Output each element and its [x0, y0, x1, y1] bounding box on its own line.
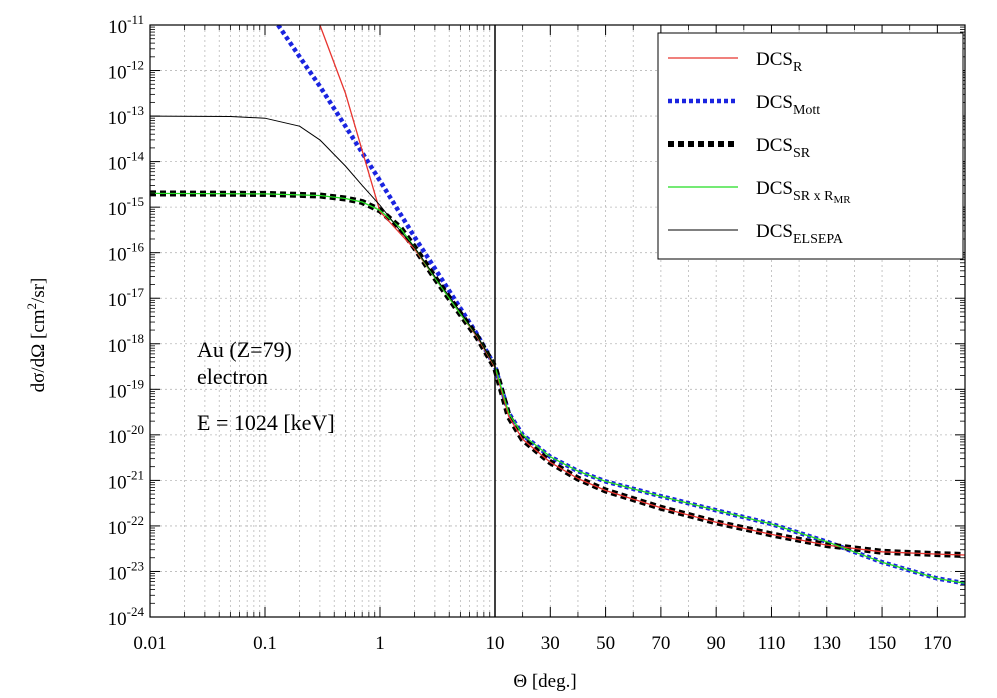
- y-axis-label-main: dσ/dΩ [cm: [28, 309, 49, 392]
- y-tick-label-exponent: -16: [127, 240, 145, 255]
- y-tick-label: 10-13: [108, 103, 144, 129]
- plot-frame: [149, 24, 966, 618]
- legend-label-sub: SR x R: [793, 189, 834, 204]
- series-line-dcs-r: [319, 25, 965, 556]
- x-tick-label: 10: [486, 633, 505, 654]
- axes: [149, 24, 966, 618]
- y-axis-label-end: /sr]: [28, 278, 49, 303]
- annotation-element: Au (Z=79): [197, 337, 292, 362]
- x-tick-label: 50: [596, 633, 615, 654]
- legend-label-main: DCS: [756, 92, 793, 113]
- legend-label-main: DCS: [756, 178, 793, 199]
- y-tick-label-exponent: -17: [127, 285, 145, 300]
- y-tick-label: 10-19: [108, 376, 144, 402]
- legend-label: DCSMott: [756, 92, 820, 118]
- y-tick-label-exponent: -23: [127, 558, 144, 573]
- legend-label-sub: Mott: [793, 103, 820, 118]
- y-tick-label-base: 10: [108, 290, 127, 311]
- y-tick-labels: 10-2410-2310-2210-2110-2010-1910-1810-17…: [108, 12, 145, 630]
- y-tick-label: 10-16: [108, 240, 145, 266]
- y-tick-label-exponent: -11: [127, 12, 144, 27]
- x-tick-label: 70: [651, 633, 670, 654]
- y-tick-label-exponent: -19: [127, 376, 144, 391]
- x-tick-labels: 0.01 0.1 1 10 30 50 70 90 110 130 150 170: [133, 633, 951, 654]
- legend-label-main: DCS: [756, 221, 793, 242]
- series-layer: [150, 25, 965, 586]
- x-tick-label: 90: [707, 633, 726, 654]
- y-tick-label: 10-15: [108, 194, 144, 220]
- x-tick-label: 0.1: [253, 633, 277, 654]
- legend-label-main: DCS: [756, 49, 793, 70]
- y-tick-label-exponent: -14: [127, 149, 145, 164]
- x-tick-label: 170: [923, 633, 952, 654]
- y-tick-label-base: 10: [108, 17, 127, 38]
- y-tick-label-exponent: -22: [127, 513, 144, 528]
- legend-label: DCSSR: [756, 135, 811, 161]
- y-tick-label-base: 10: [108, 381, 127, 402]
- y-tick-label-base: 10: [108, 63, 127, 84]
- y-tick-label-base: 10: [108, 472, 127, 493]
- legend-label: DCSSR x RMR: [756, 178, 851, 206]
- y-tick-label-base: 10: [108, 108, 127, 129]
- y-tick-label-base: 10: [108, 336, 127, 357]
- y-tick-label: 10-20: [108, 422, 144, 448]
- series-line-dcs-elsepa: [150, 115, 496, 367]
- y-tick-label-exponent: -15: [127, 194, 144, 209]
- y-tick-label-exponent: -18: [127, 331, 144, 346]
- x-tick-label: 130: [813, 633, 842, 654]
- y-axis-label-sup: 2: [24, 303, 39, 310]
- y-tick-label-exponent: -12: [127, 58, 144, 73]
- y-tick-label-base: 10: [108, 154, 127, 175]
- x-axis-label: Θ [deg.]: [513, 671, 576, 692]
- legend-label-main: DCS: [756, 135, 793, 156]
- x-tick-label: 30: [541, 633, 560, 654]
- y-tick-label: 10-21: [108, 467, 144, 493]
- y-tick-label: 10-17: [108, 285, 145, 311]
- y-tick-label-exponent: -21: [127, 467, 144, 482]
- x-tick-label: 1: [375, 633, 385, 654]
- legend-label: DCSR: [756, 49, 803, 75]
- x-tick-label: 0.01: [133, 633, 166, 654]
- legend-label: DCSELSEPA: [756, 221, 844, 247]
- legend-label-sub: R: [793, 60, 803, 75]
- y-tick-label-exponent: -20: [127, 422, 144, 437]
- legend-label-sub2: MR: [833, 194, 851, 206]
- annotation-energy: E = 1024 [keV]: [197, 410, 335, 435]
- x-tick-label: 110: [758, 633, 786, 654]
- y-tick-label: 10-14: [108, 149, 145, 175]
- y-tick-label: 10-24: [108, 604, 145, 630]
- y-tick-label-base: 10: [108, 518, 127, 539]
- annotation-particle: electron: [197, 364, 268, 389]
- y-tick-label: 10-11: [108, 12, 144, 38]
- y-tick-label-base: 10: [108, 427, 127, 448]
- y-tick-label: 10-23: [108, 558, 144, 584]
- y-tick-label-base: 10: [108, 199, 127, 220]
- y-tick-label-exponent: -13: [127, 103, 144, 118]
- x-tick-label: 150: [868, 633, 897, 654]
- y-tick-label-base: 10: [108, 609, 127, 630]
- y-tick-label: 10-12: [108, 58, 144, 84]
- y-tick-label-base: 10: [108, 563, 127, 584]
- y-tick-label: 10-22: [108, 513, 144, 539]
- legend-label-sub: SR: [793, 146, 811, 161]
- y-tick-label: 10-18: [108, 331, 144, 357]
- legend-label-sub: ELSEPA: [793, 232, 844, 247]
- y-tick-label-base: 10: [108, 245, 127, 266]
- grid: [150, 25, 965, 617]
- y-axis-label: dσ/dΩ [cm2/sr]: [24, 278, 49, 393]
- y-tick-label-exponent: -24: [127, 604, 145, 619]
- series-line-dcs-sr-x-r-mr: [150, 192, 965, 584]
